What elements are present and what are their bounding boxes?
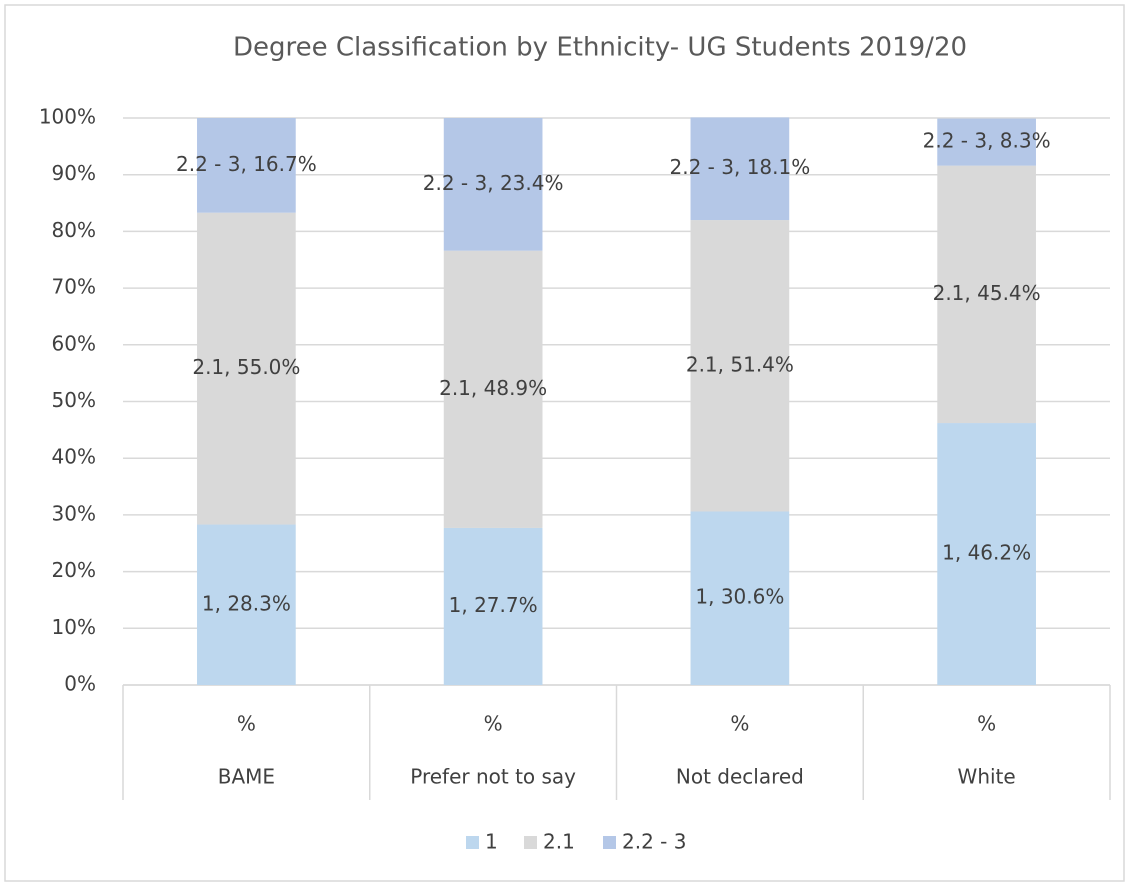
bar-segment	[443, 250, 543, 528]
data-label: 1, 30.6%	[695, 585, 784, 609]
data-label: 2.1, 48.9%	[439, 376, 547, 400]
bar-segment	[443, 527, 543, 685]
chart-title: Degree Classification by Ethnicity- UG S…	[233, 33, 967, 63]
bar-segment	[690, 117, 790, 221]
x-group-label: Prefer not to say	[410, 765, 576, 789]
bar-segment	[937, 165, 1036, 424]
data-label: 2.1, 45.4%	[933, 281, 1041, 305]
y-tick-label: 100%	[39, 105, 96, 129]
data-label: 2.2 - 3, 23.4%	[423, 171, 564, 195]
y-tick-label: 30%	[52, 501, 96, 525]
y-tick-label: 40%	[52, 445, 96, 469]
bar-segment	[197, 524, 296, 685]
x-tick-label: %	[977, 712, 996, 736]
data-label: 1, 27.7%	[449, 593, 538, 617]
x-group-label: White	[958, 765, 1016, 789]
data-label: 1, 46.2%	[942, 541, 1031, 565]
bar-segment	[690, 511, 790, 685]
y-tick-label: 10%	[52, 615, 96, 639]
bar-segment	[937, 118, 1036, 166]
y-tick-label: 80%	[52, 218, 96, 242]
data-label: 2.1, 51.4%	[686, 352, 794, 376]
y-tick-label: 90%	[52, 161, 96, 185]
y-tick-label: 50%	[52, 388, 96, 412]
data-label: 2.1, 55.0%	[192, 355, 300, 379]
data-label: 2.2 - 3, 18.1%	[670, 155, 811, 179]
bar-segment	[690, 220, 790, 512]
bar-segment	[443, 118, 543, 251]
bar-segment	[197, 118, 296, 213]
x-tick-label: %	[484, 712, 503, 736]
legend-swatch	[524, 836, 537, 849]
y-tick-label: 70%	[52, 275, 96, 299]
x-group-label: Not declared	[676, 765, 804, 789]
data-label: 2.2 - 3, 16.7%	[176, 152, 317, 176]
x-tick-label: %	[730, 712, 749, 736]
y-tick-label: 20%	[52, 558, 96, 582]
x-tick-label: %	[237, 712, 256, 736]
bar-segment	[937, 423, 1036, 685]
bar-segment	[197, 212, 296, 525]
legend-label: 2.2 - 3	[622, 830, 686, 854]
legend-label: 1	[485, 830, 498, 854]
x-group-label: BAME	[218, 765, 275, 789]
data-label: 1, 28.3%	[202, 591, 291, 615]
legend-swatch	[466, 836, 479, 849]
y-tick-label: 60%	[52, 331, 96, 355]
data-label: 2.2 - 3, 8.3%	[923, 129, 1051, 153]
legend-swatch	[603, 836, 616, 849]
y-tick-label: 0%	[64, 672, 96, 696]
legend-label: 2.1	[543, 830, 575, 854]
